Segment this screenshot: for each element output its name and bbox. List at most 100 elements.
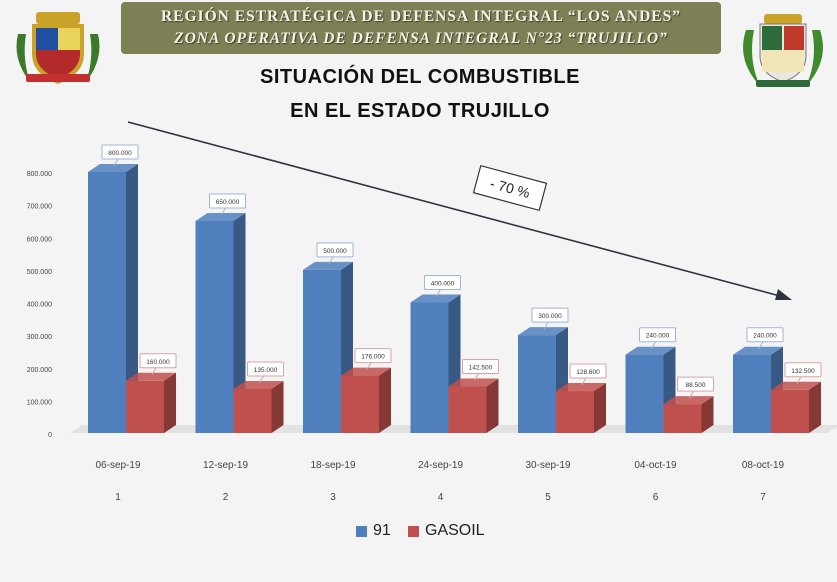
header-banner: REGIÓN ESTRATÉGICA DE DEFENSA INTEGRAL “… <box>121 2 721 54</box>
label-leader-91-6 <box>651 341 656 349</box>
bar-gasoil-6 <box>663 404 702 433</box>
bar-gasoil-4-top <box>448 378 499 387</box>
bar-91-2 <box>195 220 234 433</box>
bar-gasoil-6-top <box>663 396 714 405</box>
bar-91-2-side <box>233 212 246 433</box>
x-tick-label: 04-oct-19 <box>634 460 677 471</box>
y-tick-label: 400.000 <box>27 302 52 309</box>
chart-title-line-1: SITUACIÓN DEL COMBUSTIBLE <box>260 66 580 88</box>
x-tick-label: 24-sep-19 <box>418 460 463 471</box>
value-label-gasoil-2-box <box>247 361 284 377</box>
value-label-91-2: 650.000 <box>216 199 240 206</box>
label-leader-91-7 <box>758 341 764 349</box>
value-label-gasoil-5: 128.600 <box>576 369 600 376</box>
x-tick-label: 30-sep-19 <box>525 460 570 471</box>
legend-swatch-gasoil <box>408 525 419 537</box>
right-coat-of-arms-icon <box>743 14 823 87</box>
label-leader-91-1 <box>113 158 119 167</box>
trend-annotation: - 70 % <box>472 164 548 212</box>
value-label-91-2-box <box>209 193 246 209</box>
y-tick-label: 200.000 <box>27 367 52 374</box>
bar-91-1-top <box>88 164 138 172</box>
bar-91-5 <box>518 335 556 433</box>
label-leader-gasoil-4 <box>474 373 479 381</box>
label-leader-91-3 <box>328 256 334 265</box>
legend-item-91: 91 <box>356 522 391 540</box>
legend-label-gasoil: GASOIL <box>425 522 485 539</box>
label-leader-gasoil-2 <box>259 375 264 384</box>
value-label-91-4-box <box>424 275 461 290</box>
value-label-gasoil-5-box <box>569 363 607 379</box>
value-label-91-6-box <box>639 327 676 343</box>
x-tick-number: 4 <box>438 492 444 503</box>
y-tick-label: 800.000 <box>27 171 52 178</box>
trend-annotation-box <box>472 164 548 212</box>
bar-gasoil-7-side <box>809 381 821 433</box>
header-line-2: ZONA OPERATIVA DE DEFENSA INTEGRAL N°23 … <box>174 30 668 47</box>
label-leader-91-2 <box>221 207 226 216</box>
bar-gasoil-4 <box>448 386 487 433</box>
x-tick-number: 3 <box>330 492 336 503</box>
value-label-gasoil-7: 132.500 <box>791 368 815 375</box>
x-tick-number: 1 <box>115 492 121 503</box>
value-label-91-5: 300.000 <box>538 313 562 320</box>
label-leader-91-5 <box>543 321 549 330</box>
bar-gasoil-5-top <box>556 383 606 392</box>
value-label-91-7-box <box>746 327 784 343</box>
label-leader-gasoil-5 <box>581 377 587 386</box>
bar-gasoil-3 <box>341 375 379 433</box>
x-tick-number: 2 <box>223 492 229 503</box>
legend-swatch-91 <box>356 525 367 537</box>
y-tick-label: 100.000 <box>27 399 52 406</box>
label-leader-gasoil-1 <box>151 367 157 376</box>
y-tick-label: 300.000 <box>27 334 52 341</box>
bar-91-6-top <box>625 346 676 355</box>
label-leader-91-4 <box>436 289 441 297</box>
value-label-gasoil-4-box <box>462 359 499 375</box>
value-label-91-3-box <box>316 242 354 258</box>
value-label-gasoil-3: 176.000 <box>361 354 385 361</box>
bar-91-6 <box>625 354 664 433</box>
bar-91-3 <box>303 269 341 433</box>
x-tick-label: 08-oct-19 <box>742 460 785 471</box>
x-tick-label: 18-sep-19 <box>310 460 355 471</box>
x-tick-label: 12-sep-19 <box>203 460 248 471</box>
bar-gasoil-3-top <box>341 367 391 376</box>
bar-91-1-side <box>126 164 138 433</box>
value-label-gasoil-2: 135.000 <box>254 367 278 374</box>
bar-91-7 <box>733 354 771 433</box>
value-label-gasoil-6: 88.500 <box>686 382 706 389</box>
bar-gasoil-2 <box>233 388 272 433</box>
x-tick-label: 06-sep-19 <box>95 460 140 471</box>
bar-gasoil-7-top <box>771 381 821 390</box>
chart-title-line-2: EN EL ESTADO TRUJILLO <box>290 100 550 122</box>
legend-item-gasoil: GASOIL <box>408 522 485 540</box>
bar-gasoil-2-top <box>233 380 284 389</box>
trend-arrow-head <box>775 289 792 300</box>
bar-91-2-top <box>195 212 246 221</box>
label-leader-gasoil-7 <box>796 376 802 385</box>
bar-91-5-top <box>518 327 568 336</box>
value-label-gasoil-1: 160.000 <box>146 359 170 366</box>
bar-gasoil-4-side <box>486 378 499 433</box>
bar-gasoil-1 <box>126 380 164 433</box>
legend-label-91: 91 <box>373 522 391 539</box>
value-label-91-4: 400.000 <box>431 281 455 288</box>
bar-gasoil-7 <box>771 389 809 433</box>
bar-gasoil-1-top <box>126 372 176 381</box>
header-line-1: REGIÓN ESTRATÉGICA DE DEFENSA INTEGRAL “… <box>160 8 681 25</box>
value-label-gasoil-7-box <box>784 362 822 378</box>
value-label-91-1-box <box>101 144 139 160</box>
value-label-gasoil-4: 142.500 <box>469 365 493 372</box>
x-tick-number: 6 <box>653 492 659 503</box>
bar-91-7-top <box>733 346 783 355</box>
value-label-gasoil-6-box <box>677 376 714 392</box>
x-tick-number: 7 <box>760 492 766 503</box>
left-coat-of-arms-icon <box>16 12 100 84</box>
bar-gasoil-3-side <box>379 367 391 433</box>
trend-arrow-line <box>127 121 781 297</box>
bar-gasoil-5 <box>556 391 594 433</box>
value-label-91-6: 240.000 <box>646 333 670 340</box>
value-label-gasoil-1-box <box>139 353 177 369</box>
